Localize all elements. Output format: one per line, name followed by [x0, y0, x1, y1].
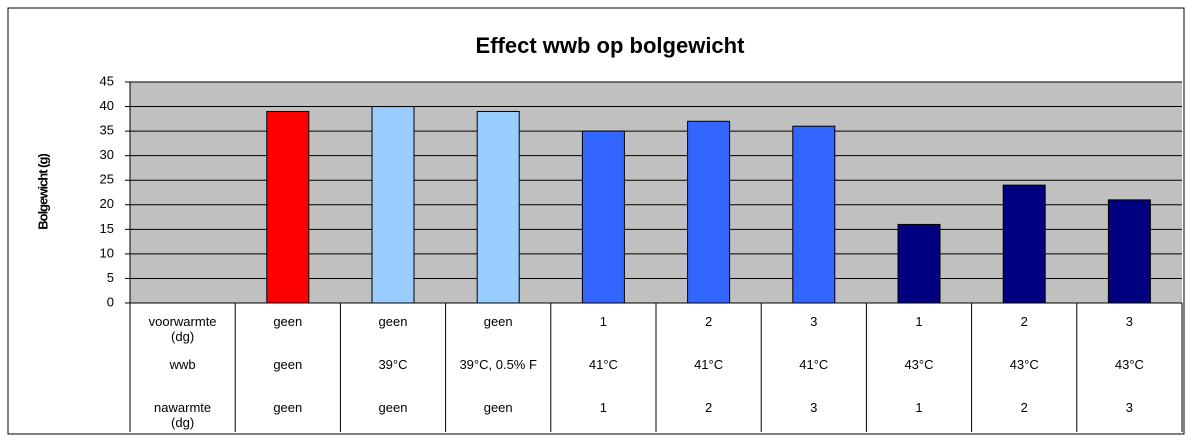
y-tick-label: 0: [107, 294, 114, 309]
table-cell: 3: [810, 400, 818, 415]
table-cell: 41°C: [799, 357, 829, 372]
table-cell: 3: [810, 314, 818, 329]
table-cell: 41°C: [588, 357, 618, 372]
table-cell: 43°C: [1114, 357, 1144, 372]
table-cell: 43°C: [1009, 357, 1039, 372]
table-cell: geen: [378, 400, 408, 415]
table-cell: geen: [273, 314, 303, 329]
table-cell: 43°C: [904, 357, 934, 372]
y-tick-label: 10: [100, 245, 114, 260]
table-cell: geen: [273, 400, 303, 415]
table-cell: 2: [1020, 400, 1028, 415]
table-cell: geen: [483, 314, 513, 329]
table-cell: 2: [1020, 314, 1028, 329]
chart-title: Effect wwb op bolgewicht: [476, 33, 746, 58]
table-cell: 2: [704, 314, 713, 329]
table-cell: geen: [378, 314, 408, 329]
table-cell: 3: [1125, 400, 1133, 415]
table-cell: 2: [704, 400, 713, 415]
table-cell: 41°C: [694, 357, 724, 372]
y-tick-label: 15: [100, 221, 114, 236]
bar: [581, 130, 625, 304]
table-cell: 1: [599, 314, 607, 329]
table-cell: wwb: [169, 357, 196, 372]
table-cell: 1: [915, 400, 923, 415]
bar: [792, 125, 836, 304]
bar: [1002, 184, 1046, 304]
table-cell: nawarmte (dg): [154, 400, 212, 430]
table-cell: 1: [599, 400, 607, 415]
table-cell: 3: [1125, 314, 1133, 329]
y-tick-label: 45: [100, 73, 114, 88]
y-tick-label: 25: [100, 172, 114, 187]
bar: [371, 106, 415, 304]
y-tick-label: 20: [100, 196, 114, 211]
y-tick-label: 35: [100, 123, 114, 138]
table-cell: 39°C, 0.5% F: [459, 357, 537, 372]
y-tick-label: 40: [100, 98, 114, 113]
table-cell: geen: [273, 357, 303, 372]
bar: [897, 223, 941, 304]
bar: [1107, 199, 1151, 304]
y-tick-label: 5: [107, 270, 114, 285]
bar: [266, 110, 310, 304]
y-tick-label: 30: [100, 147, 114, 162]
table-cell: 1: [915, 314, 923, 329]
bar: [476, 110, 520, 304]
table-cell: geen: [483, 400, 513, 415]
y-axis-label: Bolgewicht (g): [35, 154, 50, 230]
bar: [687, 120, 731, 304]
table-cell: 39°C: [378, 357, 408, 372]
table-cell: voorwarmte (dg): [148, 314, 217, 344]
